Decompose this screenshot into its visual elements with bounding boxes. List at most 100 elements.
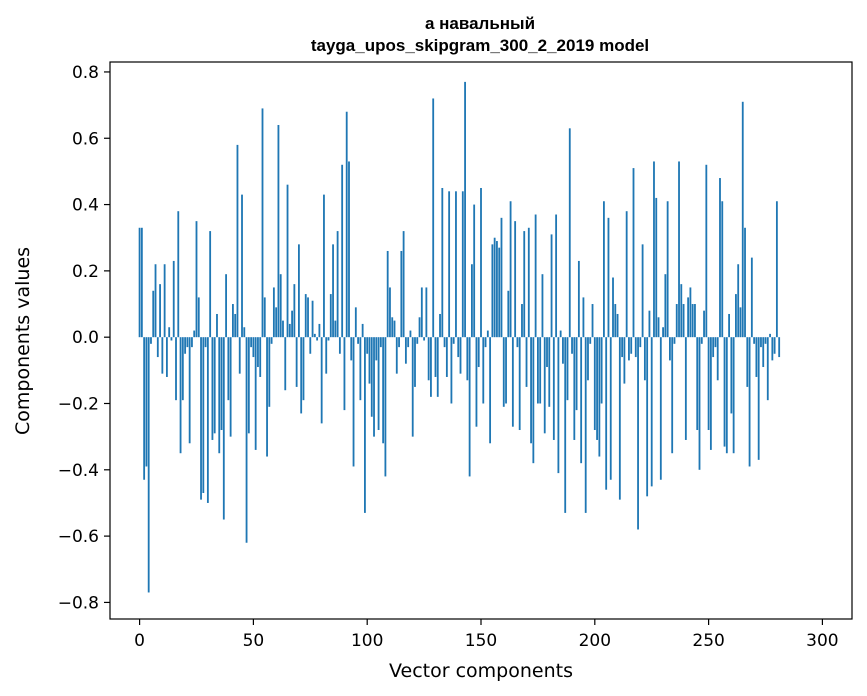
bar [430, 337, 432, 397]
bar [539, 337, 542, 404]
bar [266, 337, 268, 457]
bar [705, 164, 708, 338]
bar [140, 227, 143, 338]
bar [250, 337, 253, 348]
bar [486, 330, 489, 338]
bar [582, 297, 585, 338]
bar [728, 313, 730, 338]
bar [575, 337, 578, 411]
bar [475, 337, 478, 427]
bar [150, 337, 152, 344]
bar [436, 337, 439, 397]
bar [391, 317, 394, 338]
bar [245, 337, 248, 543]
bar [156, 337, 159, 358]
bar [298, 244, 300, 338]
bar [204, 337, 207, 348]
bar [500, 217, 503, 338]
bar [468, 337, 471, 477]
bar [439, 313, 441, 338]
bar [368, 337, 371, 384]
bar [373, 337, 375, 437]
bar [746, 337, 749, 387]
bar [600, 337, 603, 404]
bar [557, 337, 560, 474]
bar [357, 337, 359, 344]
bar [279, 274, 282, 338]
bar [675, 304, 678, 338]
y-tick-label: 0.4 [72, 196, 99, 216]
bar [420, 287, 423, 338]
bar [632, 168, 635, 338]
bar [213, 337, 216, 434]
bar [200, 337, 202, 500]
bar [484, 337, 487, 348]
bar [254, 337, 257, 450]
bar [621, 337, 624, 358]
bar [186, 337, 189, 348]
y-tick-label: 0.0 [72, 328, 99, 348]
bar [389, 287, 391, 338]
bar [716, 337, 719, 381]
bar [502, 337, 505, 407]
bar [193, 330, 196, 338]
bar [232, 304, 234, 338]
bar [673, 337, 676, 344]
bar [580, 337, 583, 464]
bar [414, 337, 416, 387]
bar [639, 337, 642, 348]
bar [573, 337, 576, 440]
bar [735, 294, 737, 338]
bar [775, 201, 778, 338]
bar [377, 337, 380, 431]
bar [505, 337, 507, 404]
bar [771, 337, 774, 361]
bar [350, 337, 353, 361]
bar [282, 320, 284, 338]
bar [509, 201, 512, 338]
bar [637, 337, 639, 530]
bar [700, 337, 703, 344]
bar [566, 337, 569, 401]
bar [427, 337, 430, 381]
y-tick-label: 0.2 [72, 262, 99, 282]
bar [571, 337, 573, 354]
bar [404, 337, 407, 364]
bar [307, 297, 309, 338]
bar [195, 221, 198, 338]
bar [753, 337, 756, 344]
bar [459, 337, 462, 374]
bar [152, 290, 155, 338]
bar [261, 108, 264, 338]
bar [379, 337, 382, 348]
bar [719, 178, 721, 338]
bar [236, 144, 239, 338]
bar [739, 307, 742, 338]
y-axis-label: Components values [12, 247, 34, 435]
bar [496, 241, 498, 338]
bar [634, 337, 637, 358]
bar [161, 337, 164, 374]
bar [605, 337, 608, 490]
bar [543, 337, 546, 434]
bar [477, 337, 480, 368]
bar [603, 201, 605, 338]
bar [364, 337, 366, 513]
bar [694, 304, 696, 338]
bar [709, 337, 712, 450]
bar [398, 337, 400, 348]
bar [386, 250, 389, 338]
y-tick-label: −0.2 [58, 394, 99, 414]
bar [138, 227, 141, 338]
bar [277, 124, 280, 338]
bar [773, 337, 776, 354]
bar [327, 337, 330, 341]
bar [766, 337, 769, 401]
bar [243, 327, 246, 338]
bar [525, 337, 528, 387]
bar [291, 310, 293, 338]
bar [341, 164, 344, 338]
bar [179, 337, 182, 454]
x-axis-label: Vector components [389, 660, 573, 682]
bar [268, 337, 271, 407]
